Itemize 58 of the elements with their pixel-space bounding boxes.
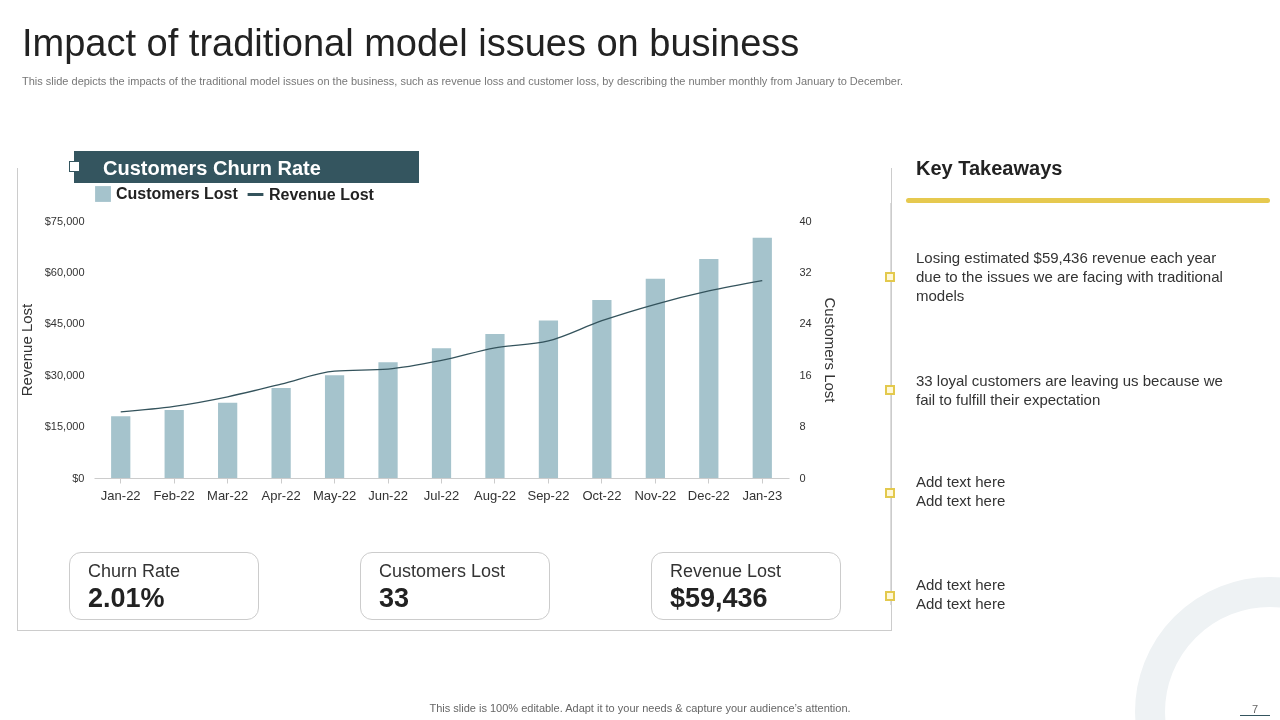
bar	[645, 278, 665, 478]
y-tick-label: $15,000	[44, 420, 85, 433]
chart-title: Impact of traditional model issues on business	[22, 22, 800, 65]
y-axis-title: Revenue Lost	[17, 302, 35, 397]
legend-label: Customers Lost	[116, 185, 239, 202]
text: Add text here	[916, 575, 1007, 594]
x-tick-label: Nov-22	[634, 487, 677, 503]
y-tick-label: $75,000	[44, 214, 85, 227]
x-tick-label: Jun-22	[368, 487, 408, 503]
bar	[592, 300, 612, 478]
stat-card: Revenue Lost $59,436	[651, 552, 841, 620]
stat-card: Customers Lost 33	[360, 552, 550, 620]
y2-tick-label: 8	[799, 420, 806, 433]
x-tick-label: Sep-22	[527, 487, 570, 503]
text: Key Takeaways	[916, 157, 1063, 180]
bar	[752, 237, 772, 478]
y-tick-label: $30,000	[44, 368, 85, 381]
bar	[111, 416, 131, 478]
text: Losing estimated $59,436 revenue each year due to the issues we are facing with traditional models	[916, 248, 1224, 305]
bar	[218, 402, 238, 478]
y-tick-label: $45,000	[44, 317, 85, 330]
x-tick-label: Apr-22	[261, 487, 301, 503]
y2-tick-label: 0	[799, 471, 806, 484]
x-tick-label: Jan-22	[100, 487, 141, 503]
y-tick-label: $60,000	[44, 265, 85, 278]
text: This slide is 100% editable. Adapt it to your needs & capture your audience’s attention.	[429, 702, 851, 714]
x-tick-label: Jul-22	[423, 487, 460, 503]
x-tick-label: Oct-22	[582, 487, 622, 503]
y2-tick-label: 16	[799, 368, 812, 381]
y2-tick-label: 40	[799, 214, 812, 227]
bar	[324, 375, 345, 478]
text: Add text here	[916, 594, 1007, 613]
y2-tick-label: 24	[799, 317, 812, 330]
x-tick-label: Dec-22	[687, 487, 730, 503]
bar	[271, 388, 291, 478]
x-tick-label: May-22	[312, 487, 357, 503]
stat-card: Churn Rate 2.01%	[69, 552, 259, 620]
line-series	[120, 279, 763, 413]
x-tick-label: Jan-23	[742, 487, 783, 503]
text: Add text here	[916, 491, 1007, 510]
bar	[538, 320, 559, 478]
legend-label: Revenue Lost	[269, 185, 375, 203]
chart-subtitle: This slide depicts the impacts of the traditional model issues on the business, such as revenue loss and customer loss, by describing the number monthly from January to December.	[22, 75, 904, 87]
text: Customers Churn Rate	[103, 157, 321, 180]
x-tick-label: Feb-22	[153, 487, 195, 503]
text: 7	[1240, 703, 1270, 716]
y2-tick-label: 32	[799, 265, 812, 278]
bar	[431, 348, 452, 478]
x-tick-label: Mar-22	[207, 487, 249, 503]
bar	[378, 362, 398, 478]
bar	[485, 334, 505, 478]
text: Add text here	[916, 472, 1007, 491]
x-tick-label: Aug-22	[474, 487, 516, 503]
bar	[699, 258, 719, 478]
y-tick-label: $0	[72, 471, 85, 484]
text: 33 loyal customers are leaving us because we fail to fulfill their expectation	[916, 371, 1224, 409]
bar	[164, 409, 184, 478]
y2-axis-title: Customers Lost	[821, 297, 839, 404]
